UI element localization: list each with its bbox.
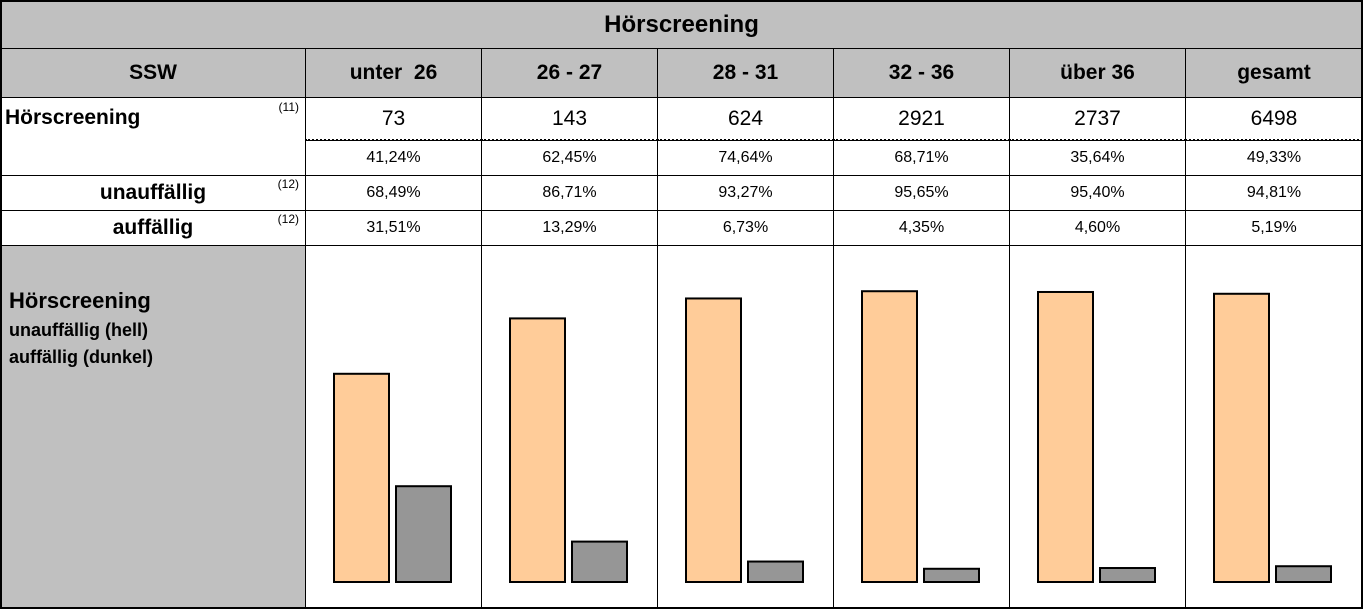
- header-cell: unter 26: [305, 48, 482, 98]
- bar: [333, 372, 390, 583]
- row-label-text: unauffällig: [99, 181, 207, 204]
- row-label-text: auffällig: [112, 216, 194, 239]
- bar: [747, 560, 804, 583]
- bar: [395, 485, 452, 583]
- bar: [1275, 565, 1332, 584]
- title: Hörscreening: [0, 0, 1363, 49]
- header-cell: gesamt: [1185, 48, 1363, 98]
- bar: [685, 297, 742, 583]
- footnote: (11): [278, 100, 299, 114]
- row-label-text: Hörscreening: [5, 106, 141, 129]
- header-cell: 28 - 31: [657, 48, 834, 98]
- bar: [861, 290, 918, 583]
- bar: [571, 540, 628, 583]
- header-cell: über 36: [1009, 48, 1186, 98]
- bar: [509, 317, 566, 583]
- bar: [1213, 292, 1270, 583]
- bar: [1099, 567, 1156, 583]
- legend-line: unauffällig (hell): [9, 320, 148, 340]
- bar: [923, 567, 980, 584]
- footnote: (12): [277, 177, 299, 191]
- footnote: (12): [277, 212, 299, 226]
- legend-line: auffällig (dunkel): [9, 347, 153, 367]
- bar: [1037, 290, 1094, 583]
- chart-label: Hörscreening: [9, 288, 151, 313]
